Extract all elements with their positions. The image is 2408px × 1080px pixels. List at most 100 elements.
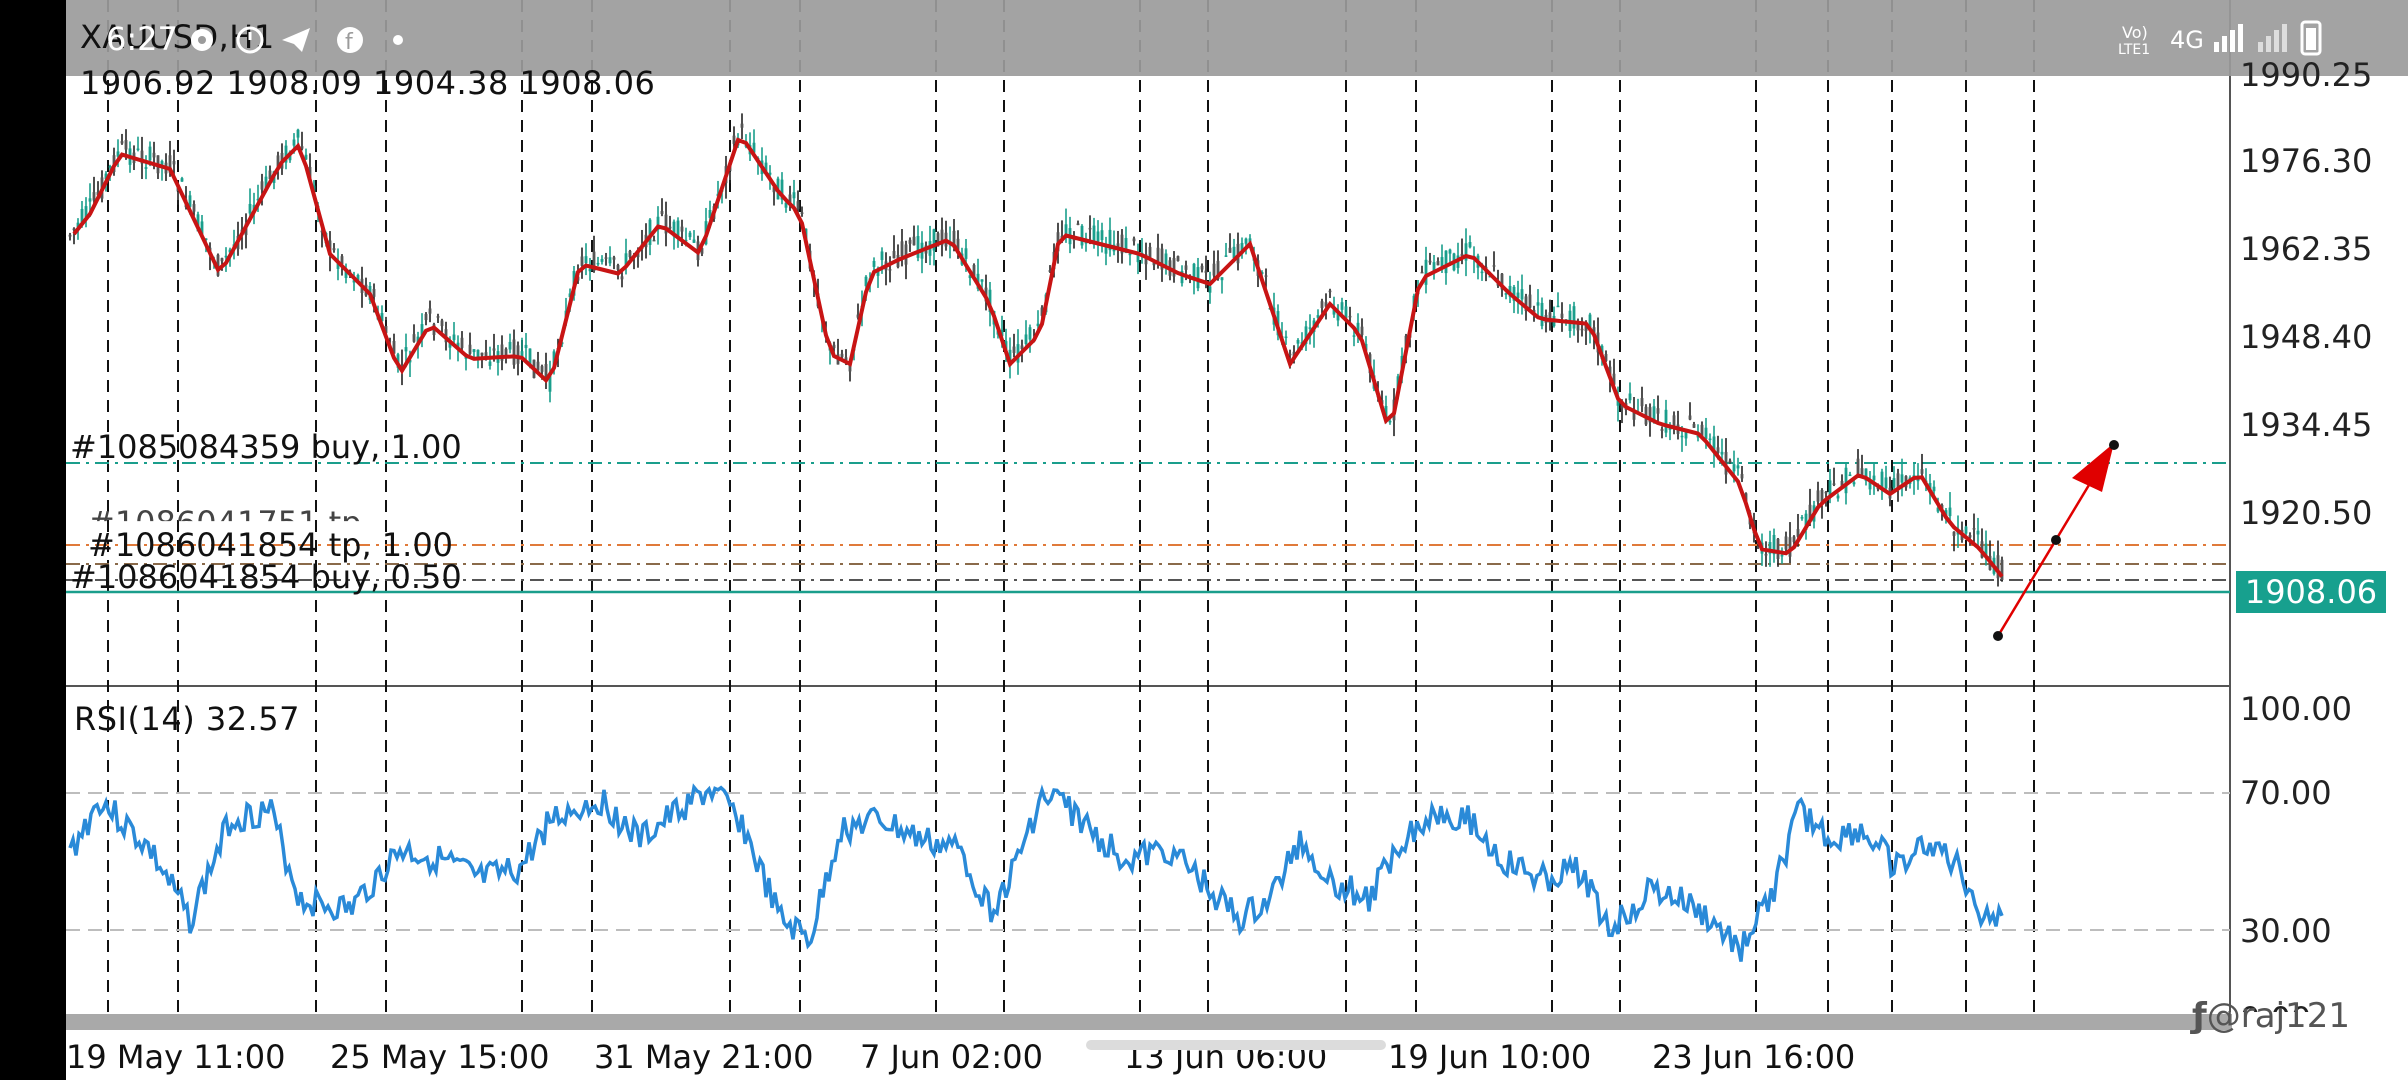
- candle-body: [1976, 530, 1980, 535]
- order-label-tp-2[interactable]: #1086041854 tp, 1.00: [88, 526, 454, 564]
- candle-body: [1936, 507, 1940, 512]
- candle-body: [1468, 242, 1472, 248]
- candle-body: [404, 347, 408, 352]
- candle-body: [2000, 559, 2004, 581]
- rsi-tick-30: 30.00: [2240, 912, 2332, 950]
- moving-average-line: [72, 137, 2004, 578]
- candle-body: [1360, 326, 1364, 336]
- candle-body: [1780, 554, 1784, 557]
- candle-body: [168, 155, 172, 173]
- candle-body: [332, 248, 336, 251]
- candle-body: [276, 155, 280, 168]
- candle-body: [460, 337, 464, 348]
- candle-body: [160, 161, 164, 165]
- candle-body: [144, 167, 148, 169]
- candle-body: [892, 251, 896, 259]
- candle-body: [780, 179, 784, 200]
- candle-body: [1664, 409, 1668, 433]
- candle-body: [668, 226, 672, 229]
- candle-body: [1656, 408, 1660, 414]
- candle-body: [888, 269, 892, 271]
- candle-body: [1556, 305, 1560, 308]
- candle-body: [116, 151, 120, 157]
- candle-body: [1796, 529, 1800, 537]
- candle-body: [968, 275, 972, 279]
- candle-body: [796, 201, 800, 210]
- current-price-tag: 1908.06: [2236, 571, 2386, 613]
- candle-body: [1720, 451, 1724, 455]
- candle-body: [1728, 460, 1732, 463]
- candle-body: [1096, 231, 1100, 242]
- candle-body: [1884, 477, 1888, 489]
- candle-body: [1724, 451, 1728, 475]
- candle-body: [652, 239, 656, 242]
- gesture-nav-handle[interactable]: [1086, 1040, 1386, 1050]
- candle-body: [380, 313, 384, 322]
- order-label-buy-2[interactable]: #1086041854 buy, 0.50: [70, 558, 462, 596]
- candle-body: [692, 239, 696, 243]
- candle-body: [932, 229, 936, 251]
- candle-body: [1156, 247, 1160, 262]
- time-tick-6: 19 Jun 10:00: [1388, 1038, 1592, 1076]
- candle-body: [1848, 474, 1852, 477]
- left-edge-bar: [0, 0, 66, 1080]
- candle-body: [1136, 253, 1140, 263]
- candle-body: [1204, 270, 1208, 273]
- candle-body: [1296, 339, 1300, 344]
- ohlc-values: 1906.92 1908.09 1904.38 1908.06: [80, 64, 656, 102]
- candle-body: [256, 198, 260, 201]
- candle-body: [1828, 480, 1832, 497]
- candle-body: [140, 150, 144, 164]
- candle-body: [1000, 329, 1004, 337]
- candle-body: [1824, 491, 1828, 494]
- candle-body: [580, 256, 584, 266]
- price-tick-3: 1962.35: [2240, 230, 2373, 268]
- candle-body: [1516, 292, 1520, 299]
- candle-body: [148, 146, 152, 161]
- candle-body: [1836, 495, 1840, 499]
- candle-body: [1124, 237, 1128, 253]
- candle-body: [1772, 534, 1776, 555]
- candle-body: [1132, 238, 1136, 242]
- candle-body: [352, 280, 356, 283]
- order-label-tp-1[interactable]: #1086041751 tp: [88, 504, 362, 542]
- candle-body: [1964, 526, 1968, 534]
- candle-body: [864, 276, 868, 287]
- candle-body: [1200, 265, 1204, 270]
- candle-body: [248, 203, 252, 214]
- svg-text:f: f: [345, 30, 354, 55]
- candle-body: [980, 279, 984, 282]
- candle-body: [1588, 314, 1592, 330]
- candle-body: [1340, 302, 1344, 310]
- candle-body: [1792, 536, 1796, 543]
- candle-body: [636, 253, 640, 258]
- candle-body: [940, 229, 944, 246]
- candle-body: [908, 239, 912, 244]
- volte-icon: Vo)LTE1: [2118, 23, 2150, 58]
- candle-body: [84, 206, 88, 220]
- candle-body: [540, 366, 544, 372]
- candle-body: [1500, 273, 1504, 290]
- candle-body: [76, 222, 80, 228]
- candle-body: [568, 293, 572, 298]
- candle-body: [80, 208, 84, 225]
- candle-body: [1064, 224, 1068, 236]
- candle-body: [1440, 257, 1444, 268]
- annotation-arrow-head: [2072, 443, 2114, 492]
- rsi-tick-70: 70.00: [2240, 774, 2332, 812]
- candle-body: [600, 259, 604, 262]
- candle-body: [648, 219, 652, 245]
- candle-body: [1448, 249, 1452, 254]
- candle-body: [840, 353, 844, 358]
- candle-body: [152, 152, 156, 158]
- candle-body: [1504, 293, 1508, 295]
- candle-body: [1144, 254, 1148, 265]
- candle-body: [1864, 468, 1868, 481]
- candle-body: [428, 308, 432, 314]
- candle-body: [1832, 483, 1836, 485]
- watermark-text: @raj121: [2206, 996, 2350, 1036]
- order-label-buy-1[interactable]: #1085084359 buy, 1.00: [70, 428, 462, 466]
- signal-weak-icon: [2258, 24, 2287, 52]
- candle-body: [1852, 482, 1856, 485]
